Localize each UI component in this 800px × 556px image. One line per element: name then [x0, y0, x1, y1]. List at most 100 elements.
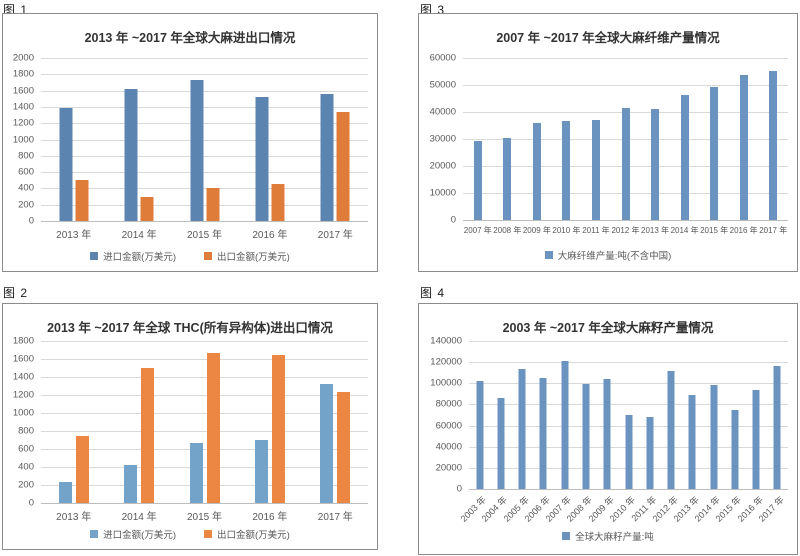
bar — [141, 368, 155, 503]
bar — [731, 409, 739, 489]
bar-group — [739, 58, 748, 220]
legend-swatch-icon — [90, 252, 99, 260]
gridline — [41, 341, 368, 342]
legend-item: 大麻纤维产量:吨(不含中国) — [544, 248, 672, 262]
legend-label: 全球大麻籽产量:吨 — [575, 532, 654, 543]
bar-group — [518, 341, 526, 489]
y-axis-tick-label: 200 — [18, 479, 34, 491]
bar — [591, 120, 600, 220]
gridline — [463, 220, 788, 221]
gridline — [41, 155, 368, 157]
y-axis-tick-label: 800 — [18, 150, 34, 162]
gridline — [41, 467, 368, 468]
bar-group — [124, 58, 154, 221]
chart-2-plot-area: 0 200 400 600 800 1000 1200 1400 1600 1800 2013 年 2… — [13, 336, 368, 523]
gridline — [41, 139, 368, 141]
bar — [337, 392, 351, 503]
figure-4-chart: 2003 年 ~2017 年全球大麻籽产量情况 0 20000 40000 60000… — [418, 303, 798, 555]
gridline — [469, 489, 788, 490]
gridline — [41, 376, 368, 378]
gridline — [41, 74, 368, 76]
bar-group — [58, 341, 89, 503]
y-axis-tick-label: 80000 — [435, 398, 462, 410]
bar — [769, 70, 778, 220]
bar-group — [603, 341, 611, 489]
bar-group — [473, 58, 482, 220]
bar — [271, 183, 285, 221]
y-axis-tick-label: 200 — [18, 199, 34, 211]
x-axis-tick-label: 2016 年 — [729, 226, 758, 235]
x-axis-tick-label: 2017 年 — [317, 230, 353, 241]
bar — [59, 107, 73, 221]
x-axis-tick-label: 2007 年 — [463, 226, 492, 235]
bar — [562, 121, 571, 220]
bar-group — [254, 341, 285, 503]
bar — [752, 389, 760, 489]
bar-group — [539, 341, 547, 489]
bar-group — [320, 341, 351, 503]
chart-4-plot-area: 0 20000 40000 60000 80000 100000 120000 140000 2… — [430, 336, 788, 524]
bar-group — [710, 58, 719, 220]
legend-swatch-icon — [204, 252, 212, 260]
bar-group — [255, 58, 285, 221]
bar — [688, 395, 696, 489]
chart-3-plot-area: 0 10000 20000 30000 40000 50000 60000 2007 年 200… — [430, 53, 788, 235]
bar — [320, 384, 334, 503]
figure-2-chart: 2013 年 ~2017 年全球 THC(所有异构体)进出口情况 0 200 400… — [2, 303, 378, 550]
bar-group — [190, 58, 219, 221]
bar — [58, 481, 72, 503]
y-axis-tick-label: 600 — [18, 443, 34, 455]
bar — [206, 188, 219, 221]
y-axis-tick-label: 60000 — [435, 420, 462, 432]
legend-swatch-icon — [562, 532, 571, 540]
legend-label: 大麻纤维产量:吨(不含中国) — [557, 251, 672, 262]
legend-item: 全球大麻籽产量:吨 — [562, 529, 654, 543]
x-axis-tick-label: 2013 年 — [641, 226, 670, 235]
y-axis-tick-label: 1800 — [12, 68, 34, 80]
y-axis-tick-label: 40000 — [429, 106, 456, 118]
bar — [75, 179, 89, 221]
bar-group — [582, 341, 590, 489]
bar — [539, 378, 547, 489]
x-axis-tick-label: 2013 年 — [56, 230, 92, 241]
gridline — [41, 204, 368, 206]
y-axis-tick-label: 0 — [456, 483, 462, 495]
legend-swatch-icon — [90, 530, 99, 538]
bar-group — [591, 58, 600, 220]
legend-swatch-icon — [544, 251, 553, 259]
y-axis-tick-label: 1000 — [12, 407, 34, 419]
y-axis-tick-label: 1200 — [12, 389, 34, 401]
figure-2-label: 图 2 — [3, 286, 29, 300]
x-axis-tick-label: 2017 年 — [759, 226, 788, 235]
y-axis-tick-label: 60000 — [429, 52, 456, 64]
x-axis-tick-label: 2008 年 — [493, 226, 522, 235]
gridline — [41, 221, 368, 222]
x-axis-tick-label: 2009 年 — [522, 226, 551, 235]
legend-item: 出口金额(万美元) — [204, 527, 290, 541]
legend-item: 进口金额(万美元) — [90, 527, 176, 541]
bar — [582, 383, 590, 489]
x-axis-tick-label: 2010 年 — [552, 226, 581, 235]
bar — [646, 417, 654, 489]
bar-group — [561, 341, 569, 489]
bar — [255, 96, 269, 221]
legend-item: 进口金额(万美元) — [90, 249, 176, 263]
x-axis-tick-label: 2017 年 — [317, 512, 353, 523]
bar — [710, 384, 718, 489]
bar — [773, 366, 781, 489]
x-axis-tick-label: 2015 年 — [186, 230, 223, 241]
bar — [190, 80, 203, 221]
chart-2-legend: 进口金额(万美元) 出口金额(万美元) — [3, 527, 377, 541]
y-axis-tick-label: 30000 — [429, 133, 456, 145]
bar-group — [625, 341, 632, 489]
bar-group — [320, 58, 350, 221]
bar — [336, 111, 350, 221]
bar — [625, 415, 632, 489]
gridline — [469, 341, 788, 342]
y-axis-tick-label: 1400 — [12, 371, 34, 383]
gridline — [41, 412, 368, 414]
bar — [518, 368, 526, 489]
bar — [621, 107, 630, 220]
figure-3-chart: 2007 年 ~2017 年全球大麻纤维产量情况 0 10000 20000 3000… — [418, 13, 798, 272]
bar-group — [59, 58, 89, 221]
